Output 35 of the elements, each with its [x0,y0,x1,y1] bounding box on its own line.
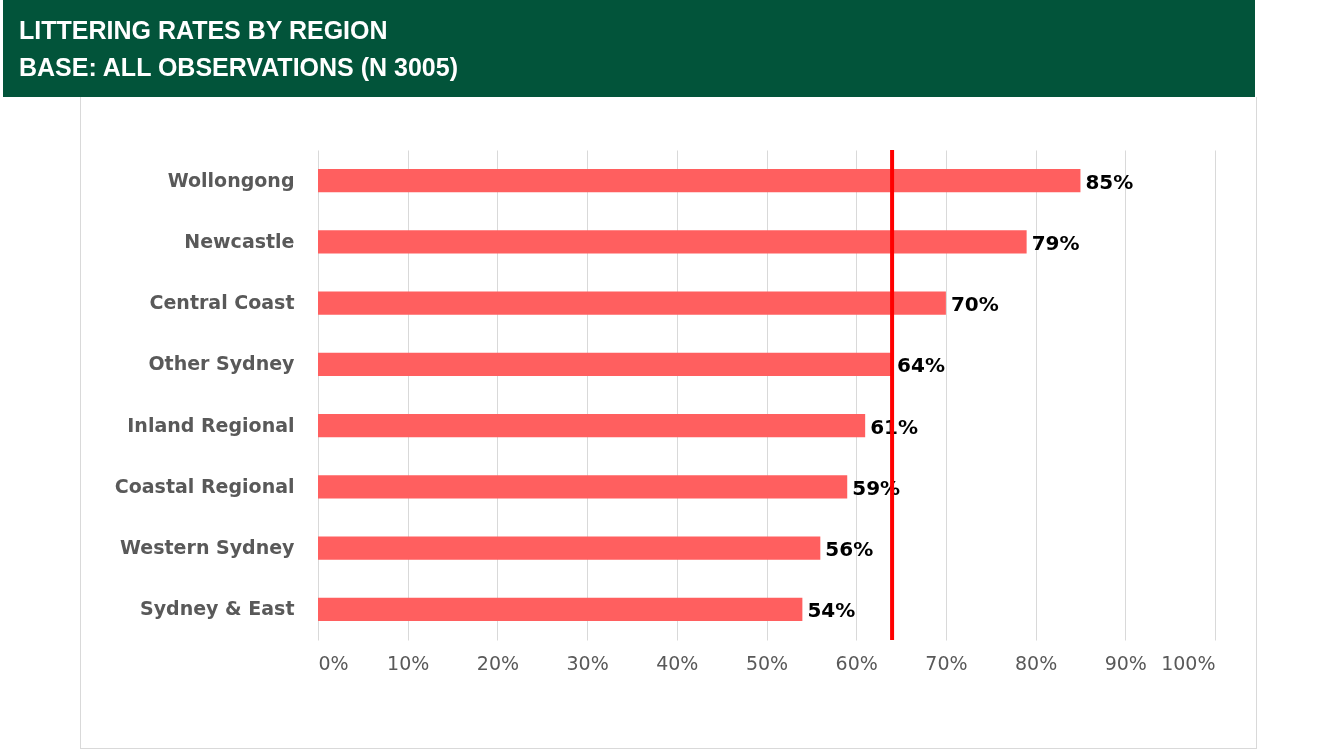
bar [318,475,848,499]
y-tick-label: Newcastle [184,229,295,252]
bar [318,352,893,377]
x-tick-label: 80% [1014,651,1058,674]
x-tick-label: 50% [745,651,789,674]
bar [318,413,866,438]
y-tick-label: Central Coast [149,291,295,314]
y-tick-label: Inland Regional [127,413,295,436]
x-tick-label: 90% [1104,651,1147,674]
x-tick-label: 60% [835,651,878,674]
x-tick-label: 0% [318,651,349,674]
y-tick-label: Coastal Regional [114,474,295,497]
chart-title: LITTERING RATES BY REGION [19,15,389,46]
bar [318,291,946,315]
bar [318,230,1027,254]
data-label: 85% [1085,169,1134,194]
data-label: 79% [1031,230,1080,255]
y-tick-label: Wollongong [167,168,295,191]
x-tick-label: 70% [925,651,968,674]
x-tick-label: 40% [656,651,699,674]
x-tick-label: 30% [566,651,609,674]
data-label: 64% [897,353,945,378]
y-tick-label: Western Sydney [120,536,296,559]
data-label: 54% [807,598,856,623]
bar [318,168,1081,193]
x-tick-label: 20% [476,651,520,674]
y-tick-label: Sydney & East [140,597,295,620]
x-tick-label: 100% [1161,651,1216,674]
data-label: 70% [950,292,999,317]
y-tick-label: Other Sydney [148,352,296,375]
bar [318,536,821,560]
bar [318,597,803,622]
x-tick-label: 10% [387,651,430,674]
data-label: 56% [825,537,874,562]
chart-subtitle: BASE: ALL OBSERVATIONS (N 3005) [19,52,459,83]
